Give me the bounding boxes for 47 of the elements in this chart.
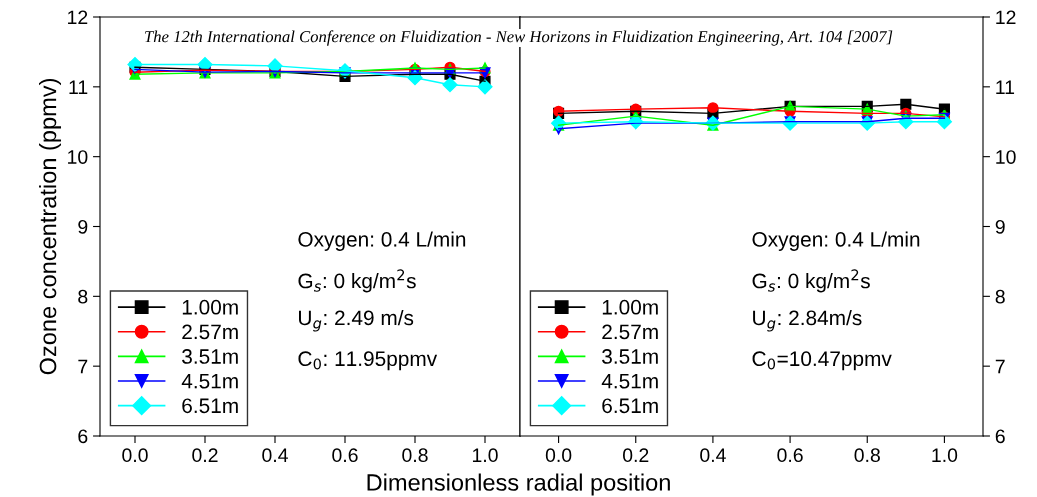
annotation: G$_{s}$: 0 kg/m$^{2}$s [298,269,416,293]
legend-label: 6.51m [182,398,238,414]
x-tick-label: 1.0 [932,448,958,463]
annotation: Oxygen: 0.4 L/min [298,231,466,251]
legend-label: 3.51m [182,349,238,364]
y-tick-label: 10 [996,150,1016,164]
y-axis-title: Ozone concentration (ppmv) [39,79,62,375]
x-tick-label: 0.6 [777,448,803,463]
x-tick-label: 0.6 [332,448,358,463]
y-tick-label: 9 [78,219,88,234]
legend-label: 4.51m [601,373,658,389]
y-tick-label: 11 [996,80,1015,94]
y-tick-label: 11 [69,80,88,94]
legend-label: 1.00m [182,299,238,315]
annotation: Oxygen: 0.4 L/min [752,231,920,251]
legend-label: 6.51m [602,398,658,414]
x-axis-title: Dimensionless radial position [367,473,670,496]
y-tick-label: 12 [996,10,1016,25]
annotation: C$_{0}$: 11.95ppmv [298,351,438,371]
y-tick-label: 12 [68,10,88,25]
x-tick-label: 1.0 [472,448,498,463]
y-tick-label: 6 [995,429,1005,444]
legend-label: 1.00m [602,299,658,315]
x-tick-label: 0.2 [192,448,218,463]
x-tick-label: 0.4 [700,448,726,463]
x-tick-label: 0.8 [402,448,428,463]
legend-label: 2.57m [602,324,658,340]
x-tick-label: 0.8 [854,448,880,463]
legend-label: 2.57m [182,324,238,340]
annotation: G$_{s}$: 0 kg/m$^{2}$s [752,269,870,293]
x-tick-label: 0.2 [623,448,649,463]
legend-label: 3.51m [602,349,658,364]
x-tick-label: 0.4 [262,448,288,463]
y-tick-label: 7 [78,359,88,374]
y-tick-label: 8 [78,289,88,304]
annotation: C$_{0}$=10.47ppmv [752,351,892,371]
x-tick-label: 0.0 [545,448,572,463]
y-tick-label: 8 [995,289,1005,304]
annotation: U$_{g}$: 2.49 m/s [299,309,414,332]
y-tick-label: 10 [68,150,88,164]
y-tick-label: 9 [995,219,1005,234]
annotation: U$_{g}$: 2.84m/s [753,309,862,332]
y-tick-label: 7 [995,359,1005,374]
annotation: The 12th International Conference on Fluidization - New Horizons in Fluidization Engineering, Art. 104 [2007] [145,30,893,46]
legend-label: 4.51m [181,373,238,389]
x-tick-label: 0.0 [122,448,148,463]
y-tick-label: 6 [78,429,88,444]
